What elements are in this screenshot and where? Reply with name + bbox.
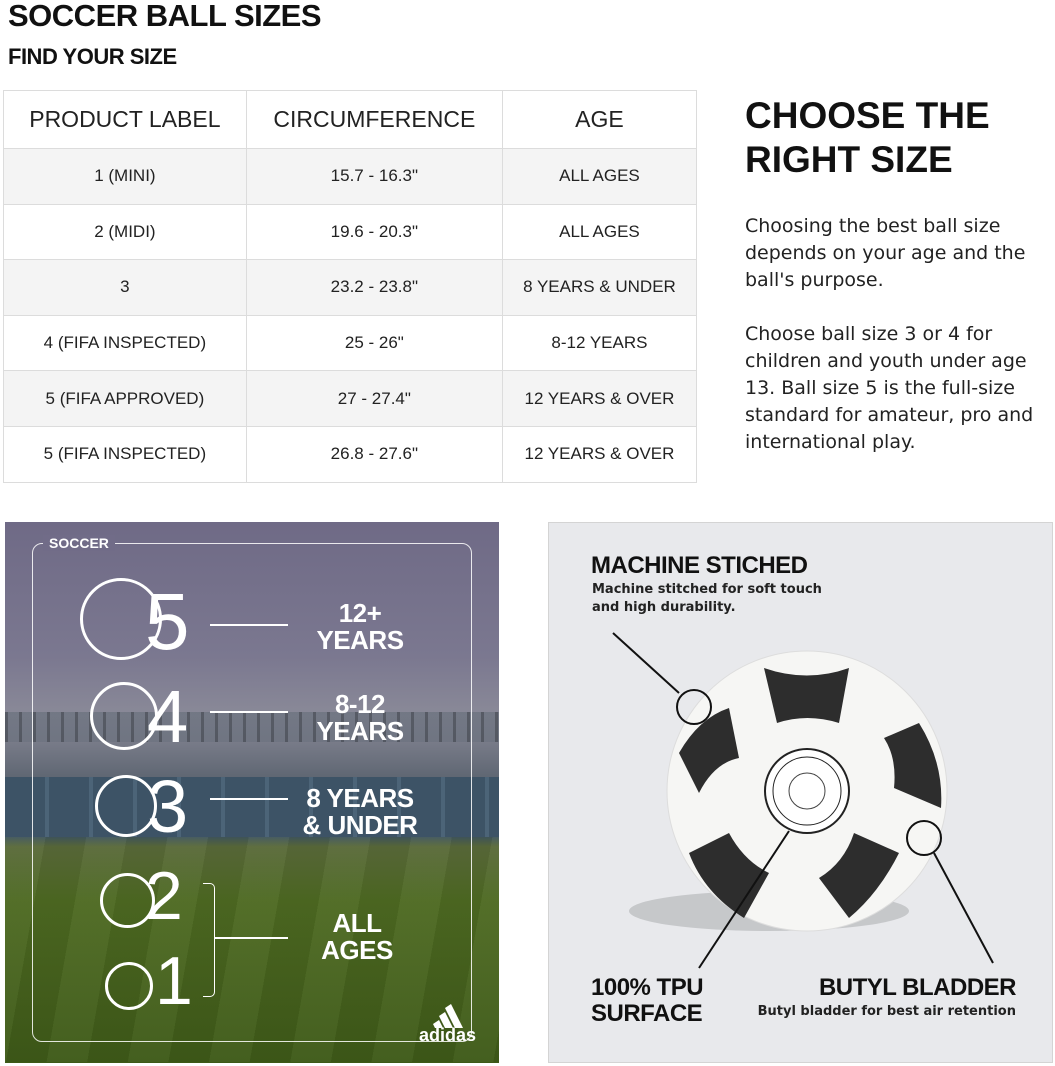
age-label: ALL AGES bbox=[272, 910, 442, 964]
cell: 1 (MINI) bbox=[3, 148, 247, 205]
age-line: ALL bbox=[332, 908, 382, 938]
table-row: 5 (FIFA APPROVED) 27 - 27.4" 12 YEARS & OV… bbox=[3, 370, 698, 427]
table-row: 1 (MINI) 15.7 - 16.3" ALL AGES bbox=[3, 148, 698, 205]
cell: 5 (FIFA APPROVED) bbox=[3, 370, 247, 427]
cell: 23.2 - 23.8" bbox=[245, 259, 503, 316]
feature-description: Machine stitched for soft touch and high… bbox=[592, 582, 822, 615]
age-label: 12+ YEARS bbox=[275, 600, 445, 654]
feature-title: BUTYL BLADDER bbox=[818, 974, 1017, 1001]
brand-name: adidas bbox=[419, 1025, 477, 1045]
features-panel: MACHINE STICHED Machine stitched for sof… bbox=[548, 522, 1053, 1063]
age-line: AGES bbox=[321, 935, 393, 965]
cell: 8-12 YEARS bbox=[501, 314, 698, 372]
size-number: 1 bbox=[155, 943, 193, 1019]
guide-paragraph: Choose ball size 3 or 4 for children and… bbox=[745, 323, 1034, 453]
connector-line bbox=[210, 624, 288, 626]
cell: 19.6 - 20.3" bbox=[245, 203, 503, 261]
size-number: 4 bbox=[147, 675, 189, 758]
age-line: 8-12 bbox=[334, 689, 386, 719]
cell: 2 (MIDI) bbox=[3, 203, 247, 261]
ball-size-5-icon bbox=[80, 578, 162, 660]
cell: 15.7 - 16.3" bbox=[245, 148, 503, 205]
ball-size-1-icon bbox=[105, 962, 153, 1010]
age-label: 8 YEARS & UNDER bbox=[275, 785, 445, 839]
age-line: 8 YEARS bbox=[306, 783, 414, 813]
column-header: AGE bbox=[501, 90, 698, 149]
cell: 4 (FIFA INSPECTED) bbox=[3, 314, 247, 372]
ball-size-4-icon bbox=[90, 682, 158, 750]
feature-title: 100% TPU SURFACE bbox=[591, 974, 704, 1027]
soccer-ball-image bbox=[612, 632, 994, 969]
table-row: 2 (MIDI) 19.6 - 20.3" ALL AGES bbox=[3, 203, 698, 261]
size-number: 3 bbox=[147, 765, 189, 848]
size-table: PRODUCT LABEL CIRCUMFERENCE AGE 1 (MINI)… bbox=[3, 90, 698, 483]
stadium-stands bbox=[5, 777, 499, 837]
age-line: & UNDER bbox=[302, 810, 418, 840]
cell: 12 YEARS & OVER bbox=[501, 370, 698, 427]
cell: 25 - 26" bbox=[245, 314, 503, 372]
column-header: PRODUCT LABEL bbox=[3, 90, 247, 149]
table-row: 5 (FIFA INSPECTED) 26.8 - 27.6" 12 YEARS &… bbox=[3, 425, 698, 483]
pitch bbox=[5, 837, 499, 1062]
connector-line bbox=[210, 798, 288, 800]
feature-description: Butyl bladder for best air retention bbox=[757, 1004, 1016, 1019]
cell: 26.8 - 27.6" bbox=[245, 425, 503, 483]
table-row: 3 23.2 - 23.8" 8 YEARS & UNDER bbox=[3, 259, 698, 316]
feature-title-line: 100% TPU bbox=[591, 974, 704, 1001]
age-line: 12+ bbox=[338, 598, 382, 628]
page-subtitle: FIND YOUR SIZE bbox=[8, 44, 177, 69]
feature-title: MACHINE STICHED bbox=[591, 552, 808, 579]
age-line: YEARS bbox=[316, 716, 404, 746]
ball-size-3-icon bbox=[95, 775, 157, 837]
cell: ALL AGES bbox=[501, 203, 698, 261]
bracket bbox=[203, 883, 215, 997]
adidas-logo-icon bbox=[433, 1004, 463, 1028]
table-row: 4 (FIFA INSPECTED) 25 - 26" 8-12 YEARS bbox=[3, 314, 698, 372]
ball-size-2-icon bbox=[100, 873, 155, 928]
cell: 5 (FIFA INSPECTED) bbox=[3, 425, 247, 483]
cell: ALL AGES bbox=[501, 148, 698, 205]
table-header: PRODUCT LABEL CIRCUMFERENCE AGE bbox=[3, 90, 698, 149]
guide-paragraph: Choosing the best ball size depends on y… bbox=[745, 215, 1026, 291]
age-label: 8-12 YEARS bbox=[275, 691, 445, 745]
feature-title-line: SURFACE bbox=[591, 1000, 703, 1027]
cell: 8 YEARS & UNDER bbox=[501, 259, 698, 316]
size-infographic: SOCCER 5 12+ YEARS 4 8-12 YEARS 3 8 YEARS &… bbox=[5, 522, 499, 1063]
cell: 12 YEARS & OVER bbox=[501, 425, 698, 483]
connector-line bbox=[210, 711, 288, 713]
page-title: SOCCER BALL SIZES bbox=[8, 0, 322, 33]
column-header: CIRCUMFERENCE bbox=[245, 90, 503, 149]
stadium-roof bbox=[5, 712, 499, 742]
guide-title: CHOOSE THE RIGHT SIZE bbox=[745, 95, 990, 180]
size-number: 5 bbox=[145, 577, 190, 666]
cell: 3 bbox=[3, 259, 247, 316]
frame bbox=[32, 543, 472, 1042]
sport-label: SOCCER bbox=[43, 535, 115, 551]
cell: 27 - 27.4" bbox=[245, 370, 503, 427]
size-number: 2 bbox=[145, 858, 183, 934]
age-line: YEARS bbox=[316, 625, 404, 655]
connector-line bbox=[215, 937, 288, 939]
